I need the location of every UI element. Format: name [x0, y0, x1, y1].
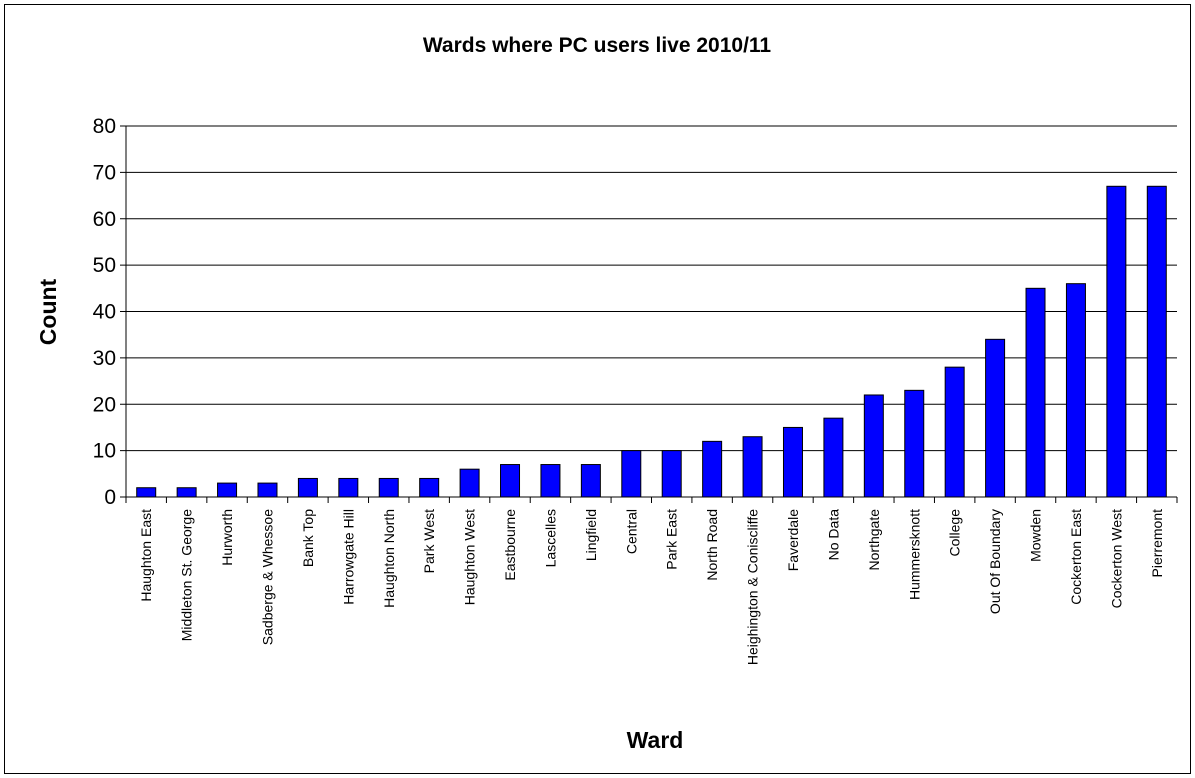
bar [580, 464, 601, 498]
y-tick-label: 70 [93, 161, 116, 184]
chart-title: Wards where PC users live 2010/11 [423, 34, 772, 57]
bar [297, 477, 318, 498]
x-tick-label: Mowden [1028, 509, 1044, 562]
bar [661, 450, 682, 498]
y-tick-label: 0 [104, 486, 116, 509]
bar [904, 389, 925, 498]
x-tick-label: Out Of Boundary [987, 509, 1003, 614]
x-tick-label: Hurworth [219, 509, 235, 566]
bar [1106, 185, 1127, 498]
bar [823, 417, 844, 498]
y-tick-label: 40 [93, 301, 116, 324]
bar [257, 482, 278, 498]
x-tick-label: Middleton St. George [179, 509, 195, 642]
x-tick-label: Park East [664, 509, 680, 570]
bar [944, 366, 965, 498]
x-tick-label: Cockerton West [1108, 509, 1124, 608]
y-tick-label: 10 [93, 440, 116, 463]
x-tick-label: Bank Top [300, 509, 316, 567]
x-tick-label: Heighington & Coniscliffe [745, 509, 761, 665]
x-tick-label: Eastbourne [502, 509, 518, 581]
x-tick-label: Northgate [866, 509, 882, 571]
x-tick-label: No Data [825, 509, 841, 561]
x-tick-label: Central [623, 509, 639, 554]
axes [125, 126, 1177, 498]
bar [985, 338, 1006, 498]
y-tick-label: 60 [93, 208, 116, 231]
bar [782, 426, 803, 498]
x-tick-labels: Haughton East Middleton St. George Hurwort… [138, 509, 1165, 665]
bar [338, 477, 359, 498]
x-tick-label: College [947, 509, 963, 557]
y-tick-label: 30 [93, 347, 116, 370]
bar [540, 464, 561, 498]
x-tick-label: Haughton North [381, 509, 397, 608]
bar [419, 477, 440, 498]
bar [378, 477, 399, 498]
y-axis-label: Count [35, 278, 61, 345]
bar [459, 468, 480, 498]
bar [742, 436, 763, 498]
bar [176, 487, 197, 498]
bar [863, 394, 884, 498]
x-tick-label: Haughton West [462, 509, 478, 605]
x-tick-label: Faverdale [785, 509, 801, 571]
bar [621, 450, 642, 498]
y-tick-label: 20 [93, 393, 116, 416]
bar [1065, 283, 1086, 498]
x-axis-label: Ward [627, 727, 684, 753]
y-tick-label: 50 [93, 254, 116, 277]
bar [500, 464, 521, 498]
bar [217, 482, 238, 498]
bar [702, 440, 723, 498]
bar [136, 487, 157, 498]
x-tick-label: Cockerton East [1068, 509, 1084, 605]
x-tick-label: Harrowgate Hill [340, 509, 356, 605]
x-tick-label: Park West [421, 509, 437, 573]
x-tick-label: North Road [704, 509, 720, 581]
x-tick-label: Pierremont [1149, 509, 1165, 578]
x-tick-label: Hummersknott [906, 509, 922, 600]
bars [136, 185, 1167, 498]
bar [1025, 287, 1046, 498]
gridlines [120, 125, 1178, 503]
y-tick-labels: 0 10 20 30 40 50 60 70 80 [93, 115, 116, 509]
x-tick-label: Lascelles [542, 509, 558, 567]
x-tick-label: Sadberge & Whessoe [259, 509, 275, 645]
x-tick-label: Haughton East [138, 509, 154, 602]
bar [1146, 185, 1167, 498]
y-tick-label: 80 [93, 115, 116, 138]
x-tick-label: Lingfield [583, 509, 599, 561]
